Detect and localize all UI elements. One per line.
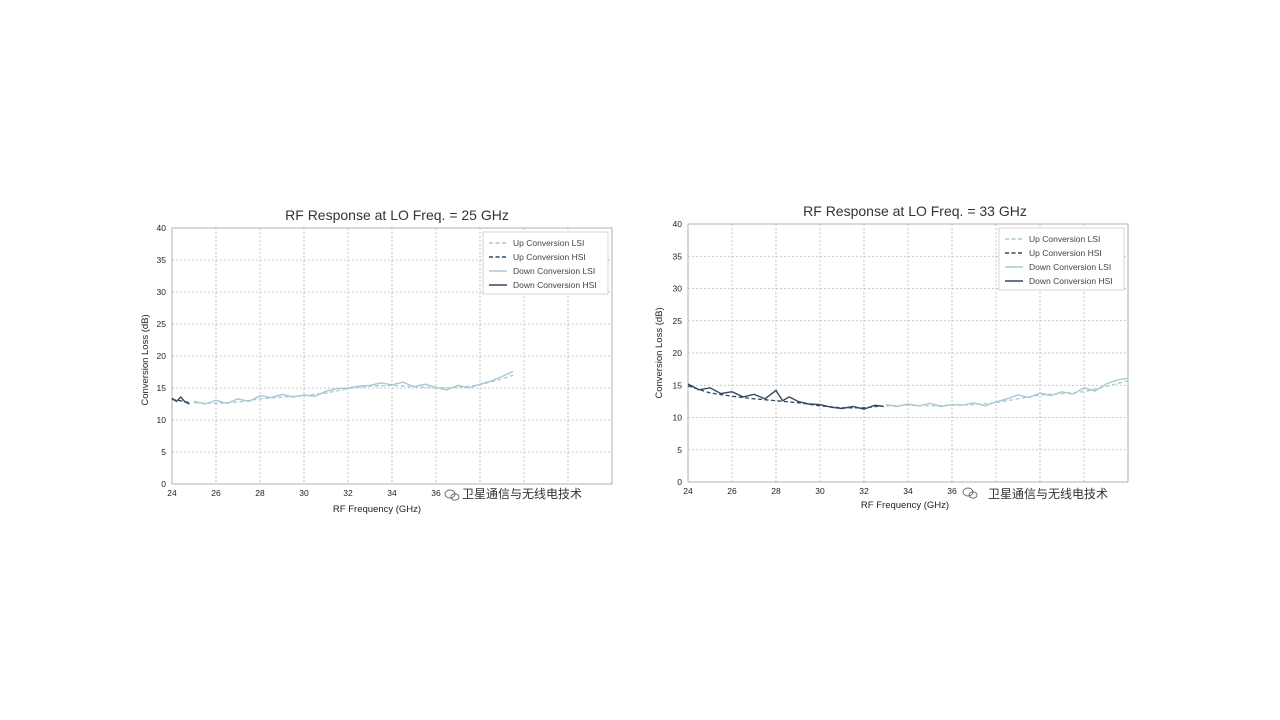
- x-tick-label: 26: [727, 486, 737, 496]
- y-tick-label: 40: [673, 219, 683, 229]
- x-tick-label: 30: [815, 486, 825, 496]
- series-line-up-conversion-lsi: [885, 380, 1129, 407]
- conversion-loss-chart-lo-33ghz: RF Response at LO Freq. = 33 GHz RF Freq…: [654, 203, 1129, 511]
- legend-label: Down Conversion LSI: [1029, 262, 1111, 272]
- x-tick-label: 32: [343, 488, 353, 498]
- y-tick-label: 20: [157, 351, 167, 361]
- y-axis-label: Conversion Loss (dB): [654, 307, 665, 398]
- wechat-icon: [962, 487, 978, 499]
- watermark-text: 卫星通信与无线电技术: [462, 487, 582, 501]
- x-tick-label: 24: [167, 488, 177, 498]
- x-tick-label: 26: [211, 488, 221, 498]
- chart-panel-lo-25ghz: RF Response at LO Freq. = 25 GHz RF Freq…: [132, 200, 622, 520]
- series-line-up-conversion-hsi: [687, 385, 882, 409]
- legend-label: Up Conversion LSI: [1029, 234, 1100, 244]
- x-axis-label: RF Frequency (GHz): [861, 500, 949, 511]
- legend: Up Conversion LSI Up Conversion HSI Down C…: [998, 227, 1125, 291]
- x-tick-label: 36: [431, 488, 441, 498]
- legend-label: Down Conversion LSI: [513, 266, 595, 276]
- y-tick-label: 5: [161, 447, 166, 457]
- legend-label: Up Conversion LSI: [513, 238, 584, 248]
- y-tick-label: 30: [157, 287, 167, 297]
- x-tick-label: 32: [859, 486, 869, 496]
- y-tick-label: 35: [157, 255, 167, 265]
- y-tick-label: 10: [673, 413, 683, 423]
- series-line-down-conversion-lsi: [193, 370, 514, 405]
- y-tick-label: 20: [673, 348, 683, 358]
- legend-label: Down Conversion HSI: [513, 280, 597, 290]
- y-tick-label: 30: [673, 284, 683, 294]
- legend-label: Down Conversion HSI: [1029, 276, 1113, 286]
- x-tick-label: 30: [299, 488, 309, 498]
- y-tick-label: 25: [157, 319, 167, 329]
- x-tick-label: 28: [771, 486, 781, 496]
- x-tick-label: 36: [947, 486, 957, 496]
- legend-label: Up Conversion HSI: [1029, 248, 1102, 258]
- watermark: 卫星通信与无线电技术: [444, 487, 582, 501]
- series-line-down-conversion-hsi: [687, 383, 884, 410]
- chart-title: RF Response at LO Freq. = 33 GHz: [803, 203, 1027, 219]
- y-tick-label: 35: [673, 251, 683, 261]
- plot-area: 24 26 28 30 32 34 36 0 5 10 15 20 25 30 35 40: [157, 223, 613, 498]
- watermark-text: 卫星通信与无线电技术: [988, 487, 1108, 501]
- chart-title: RF Response at LO Freq. = 25 GHz: [285, 207, 509, 223]
- y-axis-label: Conversion Loss (dB): [140, 314, 151, 405]
- y-tick-label: 0: [677, 477, 682, 487]
- y-tick-label: 15: [673, 380, 683, 390]
- series-line-down-conversion-hsi: [171, 395, 190, 405]
- x-tick-label: 28: [255, 488, 265, 498]
- x-axis-label: RF Frequency (GHz): [333, 504, 421, 515]
- legend-label: Up Conversion HSI: [513, 252, 586, 262]
- conversion-loss-chart-lo-25ghz: RF Response at LO Freq. = 25 GHz RF Freq…: [140, 207, 613, 515]
- y-tick-label: 40: [157, 223, 167, 233]
- chart-panel-lo-33ghz: RF Response at LO Freq. = 33 GHz RF Freq…: [650, 198, 1140, 518]
- x-tick-label: 34: [387, 488, 397, 498]
- x-tick-label: 34: [903, 486, 913, 496]
- y-tick-label: 15: [157, 383, 167, 393]
- y-tick-label: 10: [157, 415, 167, 425]
- legend: Up Conversion LSI Up Conversion HSI Down C…: [482, 231, 609, 295]
- y-tick-label: 25: [673, 316, 683, 326]
- wechat-icon: [444, 489, 460, 501]
- watermark: 卫星通信与无线电技术: [962, 487, 1108, 501]
- y-tick-label: 5: [677, 445, 682, 455]
- series-line-down-conversion-lsi: [885, 377, 1129, 408]
- series-line-up-conversion-lsi: [193, 374, 514, 405]
- y-tick-label: 0: [161, 479, 166, 489]
- x-tick-label: 24: [683, 486, 693, 496]
